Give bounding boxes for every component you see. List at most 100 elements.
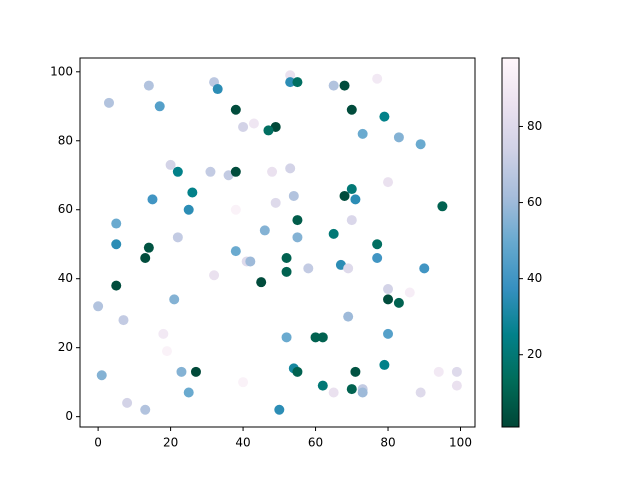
scatter-point — [372, 73, 383, 84]
scatter-point — [328, 228, 339, 239]
scatter-point — [357, 387, 368, 398]
scatter-point — [288, 190, 299, 201]
scatter-point — [383, 294, 394, 305]
scatter-point — [158, 328, 169, 339]
scatter-point — [350, 194, 361, 205]
scatter-point — [103, 97, 114, 108]
y-tick-label: 0 — [65, 409, 73, 423]
scatter-point — [292, 232, 303, 243]
scatter-point — [285, 163, 296, 174]
colorbar — [501, 57, 520, 428]
scatter-point — [292, 77, 303, 88]
scatter-point — [451, 380, 462, 391]
scatter-point — [230, 246, 241, 257]
scatter-point — [372, 253, 383, 264]
scatter-point — [165, 159, 176, 170]
x-tick-label: 100 — [449, 436, 472, 450]
scatter-point — [303, 263, 314, 274]
scatter-point — [379, 111, 390, 122]
scatter-point — [183, 387, 194, 398]
scatter-point — [317, 332, 328, 343]
scatter-point — [212, 84, 223, 95]
scatter-point — [343, 311, 354, 322]
scatter-point — [328, 387, 339, 398]
scatter-point — [393, 132, 404, 143]
scatter-point — [451, 366, 462, 377]
scatter-point — [169, 294, 180, 305]
scatter-point — [176, 366, 187, 377]
scatter-point — [285, 77, 296, 88]
scatter-point — [343, 263, 354, 274]
scatter-point — [281, 332, 292, 343]
scatter-point — [245, 256, 256, 267]
scatter-point — [183, 204, 194, 215]
scatter-point — [357, 128, 368, 139]
scatter-point — [372, 239, 383, 250]
colorbar-tick-label: 40 — [527, 271, 542, 285]
scatter-point — [187, 187, 198, 198]
scatter-point — [346, 384, 357, 395]
scatter-point — [96, 370, 107, 381]
scatter-point — [161, 346, 172, 357]
scatter-point — [154, 101, 165, 112]
y-tick-label: 60 — [58, 202, 73, 216]
scatter-point — [248, 118, 259, 129]
scatter-point — [140, 253, 151, 264]
colorbar-tick-label: 20 — [527, 347, 542, 361]
x-tick-label: 40 — [235, 436, 250, 450]
scatter-point — [259, 225, 270, 236]
x-tick-label: 20 — [163, 436, 178, 450]
scatter-point — [270, 197, 281, 208]
scatter-point — [328, 80, 339, 91]
colorbar-tick-label: 60 — [527, 195, 542, 209]
y-tick-label: 100 — [50, 64, 73, 78]
y-tick-label: 40 — [58, 271, 73, 285]
scatter-point — [140, 404, 151, 415]
scatter-point — [317, 380, 328, 391]
scatter-point — [437, 201, 448, 212]
scatter-point — [143, 80, 154, 91]
scatter-point — [350, 366, 361, 377]
scatter-point — [238, 377, 249, 388]
x-tick-label: 60 — [308, 436, 323, 450]
scatter-point — [310, 332, 321, 343]
scatter-point — [415, 387, 426, 398]
scatter-point — [111, 280, 122, 291]
scatter-point — [383, 177, 394, 188]
scatter-point — [346, 184, 357, 195]
scatter-point — [230, 166, 241, 177]
scatter-point — [238, 121, 249, 132]
scatter-point — [393, 297, 404, 308]
scatter-point — [111, 218, 122, 229]
scatter-point — [383, 328, 394, 339]
scatter-point — [230, 104, 241, 115]
scatter-point — [122, 397, 133, 408]
scatter-point — [415, 139, 426, 150]
scatter-point — [339, 80, 350, 91]
scatter-point — [172, 166, 183, 177]
y-tick-label: 20 — [58, 340, 73, 354]
scatter-point — [230, 204, 241, 215]
scatter-point — [274, 404, 285, 415]
scatter-point — [383, 284, 394, 295]
scatter-point — [143, 242, 154, 253]
scatter-point — [281, 253, 292, 264]
colorbar-tick-label: 80 — [527, 119, 542, 133]
scatter-point — [346, 215, 357, 226]
scatter-point — [256, 277, 267, 288]
scatter-point — [93, 301, 104, 312]
y-tick-label: 80 — [58, 133, 73, 147]
scatter-point — [419, 263, 430, 274]
scatter-point — [404, 287, 415, 298]
scatter-point — [263, 125, 274, 136]
scatter-point — [111, 239, 122, 250]
plot-frame — [79, 57, 476, 428]
scatter-point — [379, 359, 390, 370]
x-tick-label: 0 — [94, 436, 102, 450]
scatter-point — [190, 366, 201, 377]
scatter-point — [172, 232, 183, 243]
scatter-point — [346, 104, 357, 115]
scatter-point — [339, 190, 350, 201]
scatter-point — [147, 194, 158, 205]
scatter-point — [209, 270, 220, 281]
